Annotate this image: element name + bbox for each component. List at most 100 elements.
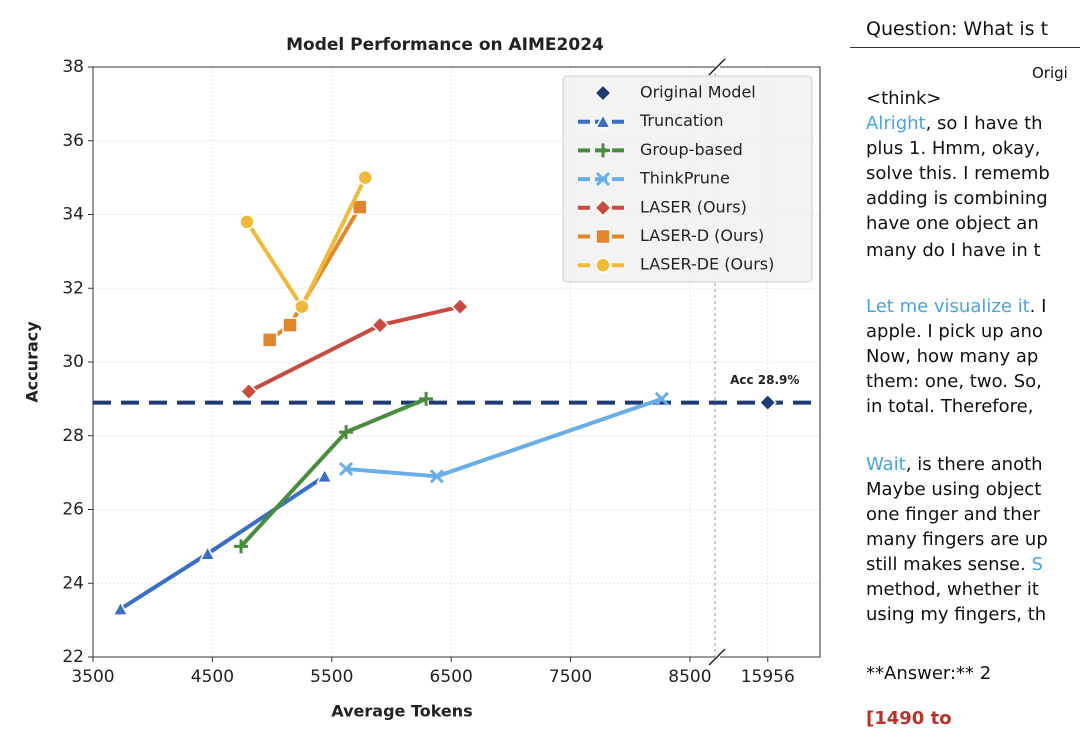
text: <think>: [866, 88, 942, 109]
marker: [596, 143, 610, 158]
legend-label: Truncation: [639, 111, 724, 130]
legend: Original Model Truncation Group-based Think…: [562, 75, 813, 283]
text-line: **Answer:** 2: [866, 663, 991, 684]
text: many fingers are up: [866, 529, 1048, 550]
x-tick-label: 15956: [741, 667, 795, 687]
marker: [339, 425, 354, 440]
marker: [282, 317, 298, 333]
marker: [654, 391, 669, 406]
marker: [261, 332, 278, 348]
x-tick-label: 7500: [549, 667, 592, 687]
x-tick-label: 5500: [310, 667, 353, 687]
highlight: Let me visualize it: [866, 296, 1030, 317]
text-line: [1490 to: [866, 708, 952, 729]
highlight: S: [1031, 554, 1043, 575]
text: one finger and ther: [866, 504, 1041, 525]
text-line: method, whether it: [866, 579, 1039, 600]
legend-label: LASER-DE (Ours): [640, 255, 774, 274]
text-line: using my fingers, th: [866, 604, 1046, 625]
series-line: [247, 304, 461, 394]
text: . I: [1029, 296, 1047, 317]
series-line: [245, 176, 367, 309]
marker: [595, 257, 611, 273]
highlight: Wait: [866, 454, 906, 475]
text-line: solve this. I rememb: [866, 163, 1050, 184]
marker: [339, 461, 354, 476]
text-line: <think>: [866, 88, 941, 109]
rule: [850, 47, 1080, 48]
marker: [419, 391, 434, 406]
marker: [234, 539, 249, 554]
text: using my fingers, th: [866, 604, 1047, 625]
text: still makes sense.: [866, 554, 1032, 575]
marker: [758, 393, 777, 412]
x-axis-label: Average Tokens: [331, 702, 472, 721]
text-line: plus 1. Hmm, okay,: [866, 138, 1040, 159]
text: in total. Therefore,: [866, 396, 1034, 417]
text-line: many fingers are up: [866, 529, 1048, 550]
marker: [451, 297, 470, 316]
legend-label: LASER (Ours): [640, 197, 747, 216]
marker: [199, 545, 216, 561]
y-tick-label: 34: [62, 205, 84, 225]
text: plus 1. Hmm, okay,: [866, 138, 1041, 159]
series-line: [119, 474, 326, 611]
y-tick-label: 38: [62, 57, 84, 77]
text: Maybe using object: [866, 479, 1042, 500]
text-line: Let me visualize it. I: [866, 296, 1046, 317]
text: , is there anoth: [905, 454, 1043, 475]
highlight: [1490 to: [866, 708, 952, 729]
chart: Model Performance on AIME2024 Average To…: [23, 35, 821, 721]
text-line: adding is combining: [866, 188, 1048, 209]
text-line: Maybe using object: [866, 479, 1041, 500]
text: many do I have in t: [866, 240, 1041, 261]
marker: [112, 600, 129, 616]
x-tick-label: 8500: [668, 667, 711, 687]
text: Now, how many ap: [866, 346, 1039, 367]
y-tick-label: 24: [62, 573, 84, 593]
y-tick-label: 30: [62, 352, 84, 372]
y-tick-label: 32: [62, 278, 84, 298]
axes-frame: [92, 66, 821, 658]
marker: [429, 469, 444, 484]
x-tick-label: 4500: [191, 667, 234, 687]
break-mark: [708, 58, 726, 76]
text: , so I have th: [925, 113, 1043, 134]
marker: [239, 214, 255, 230]
legend-label: LASER-D (Ours): [640, 226, 764, 245]
text-line: them: one, two. So,: [866, 371, 1042, 392]
marker: [595, 228, 611, 245]
text-line: have one object an: [866, 213, 1039, 234]
legend-label: ThinkPrune: [639, 169, 730, 188]
marker: [316, 467, 333, 484]
marker: [357, 169, 373, 186]
text-line: one finger and ther: [866, 504, 1040, 525]
annotation: Acc 28.9%: [730, 373, 799, 387]
text-line: apple. I pick up ano: [866, 321, 1043, 342]
x-tick-label: 6500: [430, 667, 473, 687]
text: have one object an: [866, 213, 1039, 234]
y-tick-label: 28: [62, 426, 84, 446]
marker: [594, 113, 612, 129]
text: adding is combining: [866, 188, 1048, 209]
text-line: Now, how many ap: [866, 346, 1038, 367]
y-axis-label: Accuracy: [23, 321, 42, 403]
break-mark: [708, 648, 726, 666]
text: solve this. I rememb: [866, 163, 1050, 184]
text: **Answer:** 2: [866, 663, 992, 684]
marker: [593, 83, 613, 103]
subheader: Origi: [1032, 64, 1068, 82]
marker: [239, 382, 258, 401]
y-tick-label: 26: [62, 500, 84, 520]
text-line: still makes sense. S: [866, 554, 1043, 575]
text: method, whether it: [866, 579, 1039, 600]
legend-label: Group-based: [640, 140, 743, 159]
chart-title: Model Performance on AIME2024: [286, 35, 604, 55]
text-line: Alright, so I have th: [866, 113, 1043, 134]
text-line: many do I have in t: [866, 240, 1041, 261]
x-tick-label: 3500: [71, 667, 114, 687]
question: Question: What is t: [866, 18, 1049, 40]
y-tick-label: 36: [62, 131, 84, 151]
legend-box: [562, 75, 813, 283]
